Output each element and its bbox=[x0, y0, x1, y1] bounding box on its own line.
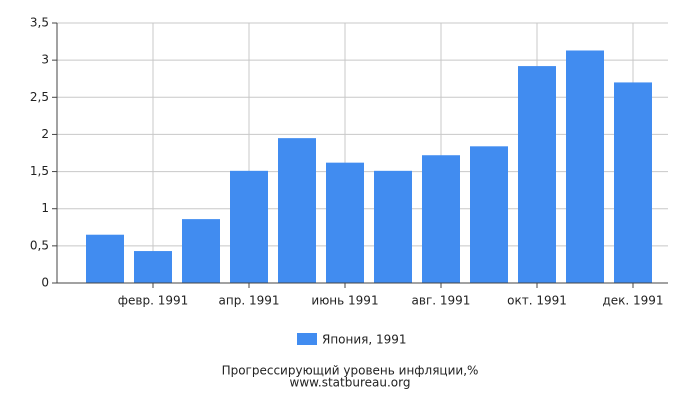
x-tick-label: июнь 1991 bbox=[311, 294, 378, 308]
x-tick-label: февр. 1991 bbox=[118, 294, 189, 308]
bar bbox=[374, 170, 412, 283]
y-tick-label: 2,5 bbox=[30, 90, 49, 104]
bar bbox=[278, 138, 316, 283]
bar bbox=[182, 219, 220, 283]
bar bbox=[566, 50, 604, 283]
bar bbox=[614, 82, 652, 283]
x-tick-label: авг. 1991 bbox=[412, 294, 471, 308]
y-tick-label: 1,5 bbox=[30, 164, 49, 178]
y-tick-label: 0,5 bbox=[30, 238, 49, 252]
bar bbox=[422, 155, 460, 283]
chart-title: Прогрессирующий уровень инфляции,% bbox=[222, 364, 479, 378]
x-tick-label: дек. 1991 bbox=[602, 294, 663, 308]
chart-subtitle: www.statbureau.org bbox=[290, 376, 411, 390]
legend-swatch bbox=[297, 333, 317, 345]
y-tick-label: 3,5 bbox=[30, 16, 49, 30]
bar bbox=[134, 251, 172, 283]
bar bbox=[230, 170, 268, 283]
y-tick-label: 3 bbox=[41, 53, 49, 67]
y-tick-label: 0 bbox=[41, 276, 49, 290]
x-tick-label: окт. 1991 bbox=[507, 294, 567, 308]
bar bbox=[470, 146, 508, 283]
x-tick-label: апр. 1991 bbox=[219, 294, 280, 308]
y-tick-label: 1 bbox=[41, 201, 49, 215]
legend-label: Япония, 1991 bbox=[322, 333, 407, 347]
bar bbox=[86, 234, 124, 283]
bar bbox=[518, 66, 556, 283]
bar bbox=[326, 162, 364, 283]
y-tick-label: 2 bbox=[41, 127, 49, 141]
